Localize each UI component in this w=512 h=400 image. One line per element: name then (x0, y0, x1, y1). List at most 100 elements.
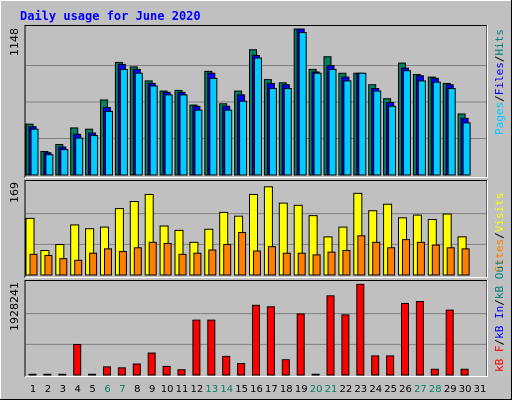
sites-bar-day-1 (29, 253, 38, 276)
legend-separator: / (493, 339, 506, 346)
panel-top-bars (25, 28, 471, 176)
pages-bar-day-29 (447, 88, 456, 176)
x-tick-label: 29 (444, 384, 457, 395)
pages-bar-day-4 (75, 137, 84, 176)
top-ymax-label: 1148 (8, 28, 21, 56)
panel-top (24, 25, 488, 178)
x-tick-label: 11 (176, 384, 189, 395)
legend-pages: Pages (493, 102, 506, 135)
pages-bar-day-30 (462, 122, 471, 176)
x-tick-label: 8 (134, 384, 140, 395)
sites-bar-day-8 (133, 247, 142, 276)
kbf-bar-day-12 (192, 319, 201, 376)
sites-bar-day-27 (416, 241, 425, 276)
kbf-bar-day-11 (177, 369, 186, 376)
kbf-bar-day-28 (430, 368, 439, 376)
x-tick-label: 23 (354, 384, 367, 395)
pages-bar-day-17 (268, 88, 277, 176)
legend-separator: / (493, 95, 506, 102)
legend-separator: / (493, 56, 506, 63)
sites-bar-day-5 (89, 252, 98, 276)
sites-bar-day-11 (178, 253, 187, 276)
sites-bar-day-25 (387, 247, 396, 276)
pages-bar-day-5 (90, 135, 99, 176)
panel-bottom (24, 280, 488, 377)
pages-bar-day-8 (134, 72, 143, 176)
sites-bar-day-29 (446, 247, 455, 276)
legend-separator: / (493, 232, 506, 239)
pages-bar-day-27 (417, 80, 426, 176)
legend-hits: Hits (493, 29, 506, 56)
legend-sites: Sites (493, 239, 506, 272)
bottom-ymax-label: 1928241 (8, 282, 21, 331)
x-tick-label: 30 (459, 384, 472, 395)
pages-bar-day-26 (403, 70, 411, 176)
kbf-bar-day-24 (371, 355, 380, 376)
sites-bar-day-6 (104, 248, 112, 276)
sites-bar-day-22 (342, 250, 351, 276)
kbf-bar-day-22 (341, 314, 350, 376)
sites-bar-day-14 (223, 244, 232, 276)
legend-kb-in: kB In (493, 306, 506, 339)
pages-bar-day-3 (60, 149, 69, 176)
x-tick-label: 24 (369, 384, 382, 395)
sites-bar-day-20 (312, 254, 321, 276)
pages-bar-day-12 (194, 109, 203, 176)
panel-middle-bars (25, 186, 470, 276)
sites-bar-day-30 (461, 248, 470, 276)
x-axis-labels: 1 2 3 4 5 6 7 8 9 10 11 12 13 14 15 16 17 18 19 20 21 22 23 24 2… (30, 384, 487, 395)
pages-bar-day-7 (119, 68, 128, 176)
panel-bottom-bars (28, 283, 469, 376)
panel-middle (24, 180, 488, 278)
kbf-bar-day-27 (415, 301, 424, 376)
kbf-bar-day-6 (103, 366, 111, 376)
x-tick-label: 25 (384, 384, 397, 395)
pages-bar-day-9 (149, 85, 158, 176)
middle-legend: Sites/Visits (493, 193, 506, 273)
kbf-bar-day-2 (43, 373, 52, 376)
x-tick-label: 12 (191, 384, 204, 395)
pages-bar-day-23 (358, 72, 367, 176)
kbf-bar-day-30 (460, 368, 469, 376)
legend-kb-f: kB F (493, 346, 506, 373)
x-tick-label: 31 (474, 384, 487, 395)
x-tick-label: 16 (250, 384, 263, 395)
kbf-bar-day-16 (252, 304, 260, 376)
pages-bar-day-22 (343, 80, 352, 176)
kbf-bar-day-1 (28, 373, 37, 376)
pages-bar-day-28 (432, 81, 441, 176)
kbf-bar-day-3 (58, 373, 67, 376)
sites-bar-day-17 (267, 246, 276, 276)
pages-bar-day-2 (45, 154, 54, 176)
kbf-bar-day-10 (162, 365, 171, 376)
x-tick-label: 10 (161, 384, 174, 395)
x-tick-label: 9 (149, 384, 155, 395)
sites-bar-day-18 (282, 252, 291, 276)
kbf-bar-day-14 (222, 355, 231, 376)
kbf-bar-day-26 (401, 302, 409, 376)
pages-bar-day-20 (313, 72, 322, 176)
kbf-bar-day-25 (386, 355, 395, 376)
sites-bar-day-21 (327, 251, 336, 276)
legend-separator: / (493, 299, 506, 306)
sites-bar-day-16 (253, 250, 261, 276)
x-tick-label: 6 (104, 384, 110, 395)
pages-bar-day-18 (283, 88, 292, 176)
x-tick-label: 1 (30, 384, 36, 395)
legend-kb-out: kB Out (493, 259, 506, 299)
x-tick-label: 27 (414, 384, 427, 395)
x-tick-label: 28 (429, 384, 442, 395)
x-tick-label: 4 (75, 384, 81, 395)
sites-bar-day-26 (402, 239, 410, 276)
x-tick-label: 17 (265, 384, 278, 395)
kbf-bar-day-18 (281, 359, 290, 376)
sites-bar-day-12 (193, 252, 202, 276)
pages-bar-day-24 (373, 90, 382, 176)
x-tick-label: 18 (280, 384, 293, 395)
kbf-bar-day-17 (266, 306, 275, 376)
sites-bar-day-13 (208, 249, 217, 276)
kbf-bar-day-21 (326, 295, 335, 376)
kbf-bar-day-8 (132, 363, 141, 376)
bottom-legend: kB F/kB In/kB Out (493, 259, 506, 372)
